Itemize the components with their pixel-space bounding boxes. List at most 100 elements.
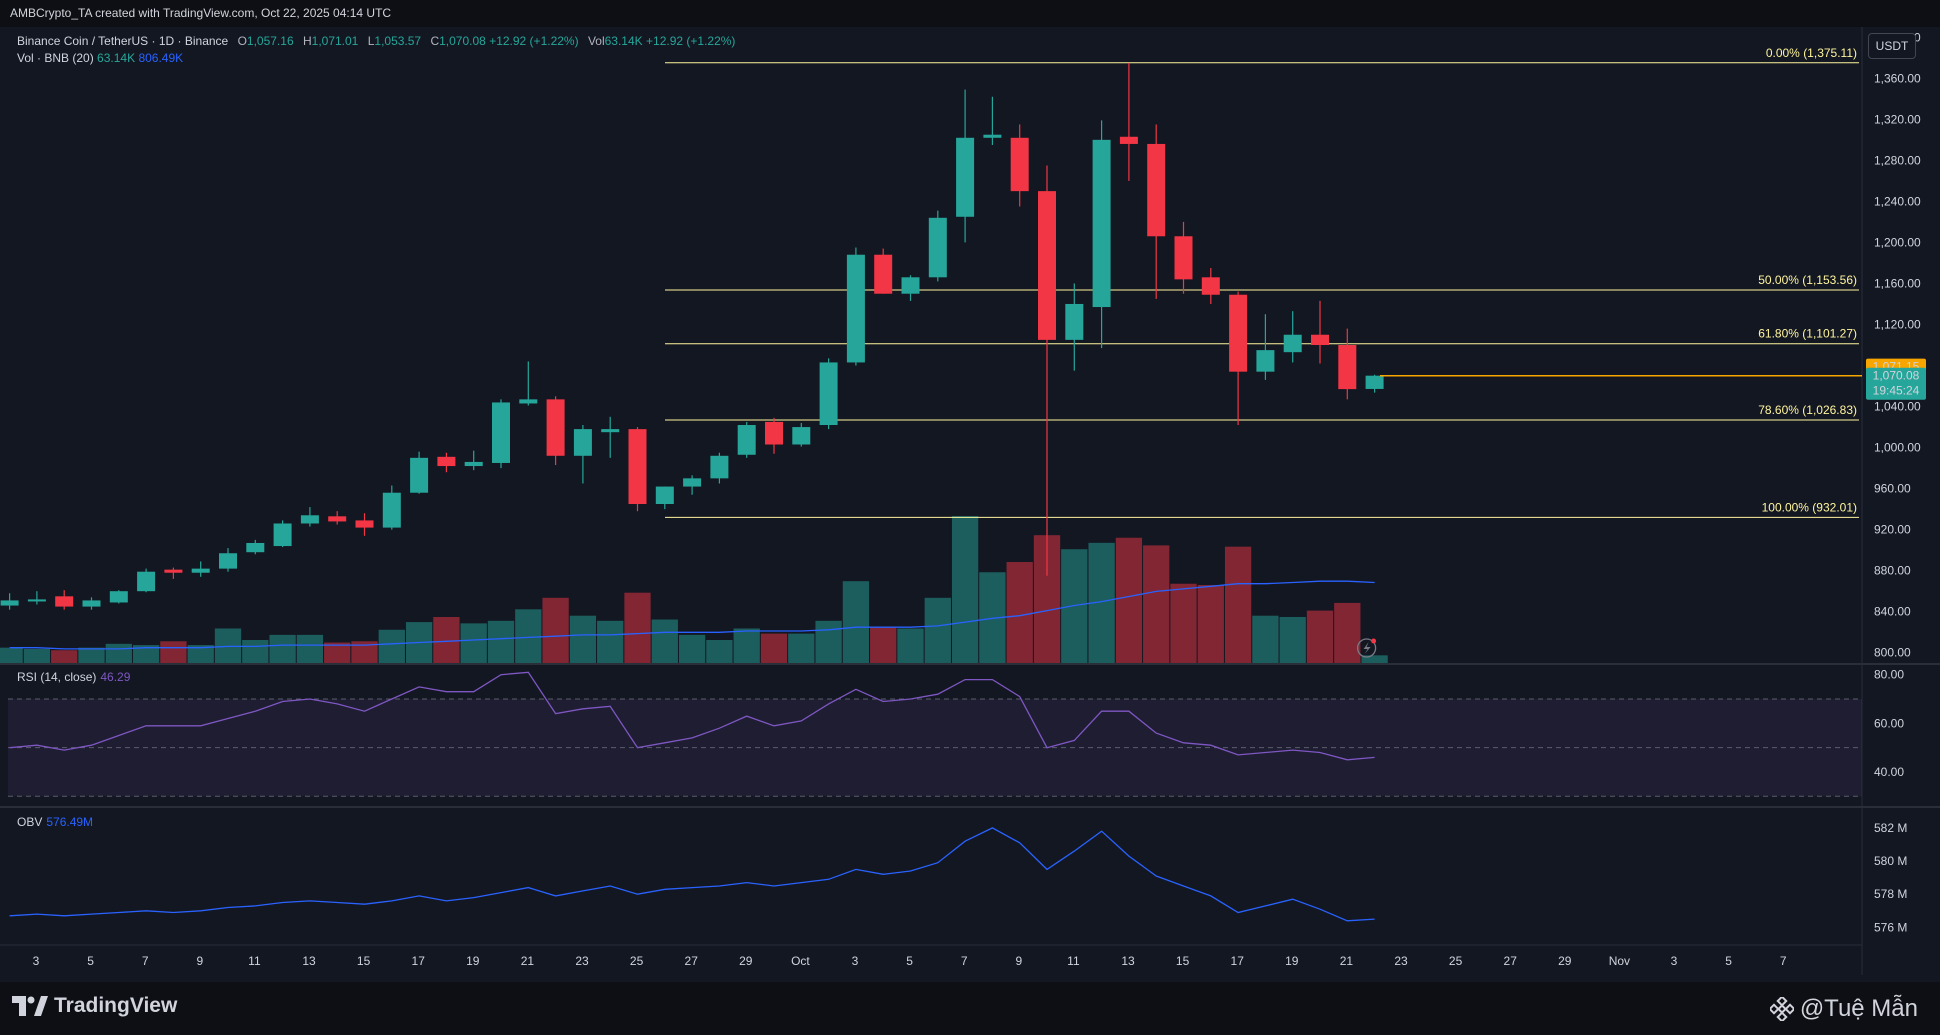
volume-bar	[160, 641, 187, 663]
candle-body[interactable]	[492, 402, 510, 463]
price-tick-label: 1,280.00	[1874, 153, 1921, 167]
binance-icon	[1769, 997, 1794, 1021]
volume-bar	[1306, 610, 1334, 663]
candle-body[interactable]	[464, 461, 483, 467]
price-tick-label: 1,320.00	[1874, 112, 1921, 126]
price-tick-label: 1,360.00	[1874, 71, 1921, 85]
candle-body[interactable]	[219, 553, 237, 569]
candle-body[interactable]	[273, 523, 292, 547]
candle-body[interactable]	[1201, 277, 1220, 295]
time-tick-label: 9	[196, 954, 203, 968]
candle-body[interactable]	[382, 492, 401, 528]
candle-body[interactable]	[0, 600, 19, 606]
candle-body[interactable]	[1174, 236, 1193, 280]
candle-body[interactable]	[846, 254, 865, 363]
time-tick-label: Nov	[1609, 954, 1630, 968]
candle-body[interactable]	[519, 399, 538, 404]
low-value: 1,053.57	[374, 34, 422, 48]
chart-canvas[interactable]: 800.00840.00880.00920.00960.001,000.001,…	[0, 0, 1940, 982]
vol-value: 63.14K	[604, 34, 643, 48]
volume-bar	[706, 639, 733, 663]
candle-body[interactable]	[628, 429, 647, 504]
candle-body[interactable]	[164, 569, 183, 573]
obv-tick-label: 580 M	[1874, 854, 1907, 868]
volume-bar	[733, 628, 760, 663]
candle-body[interactable]	[1338, 345, 1357, 390]
vol-ma-value-1: 63.14K	[97, 51, 136, 65]
candle-body[interactable]	[874, 254, 893, 294]
high-value: 1,071.01	[311, 34, 359, 48]
close-value: 1,070.08	[439, 34, 486, 48]
symbol-title[interactable]: Binance Coin / TetherUS · 1D · Binance	[17, 34, 229, 48]
volume-bar	[487, 620, 515, 663]
candle-body[interactable]	[246, 542, 265, 553]
candle-body[interactable]	[928, 217, 947, 278]
candle-body[interactable]	[437, 456, 456, 467]
price-tick-label: 960.00	[1874, 482, 1911, 496]
candle-body[interactable]	[1229, 294, 1248, 372]
candle-body[interactable]	[1147, 143, 1166, 237]
candle-body[interactable]	[601, 429, 620, 433]
candle-body[interactable]	[55, 596, 74, 607]
volume-bar	[788, 633, 815, 663]
volume-bar	[597, 620, 624, 663]
candle-body[interactable]	[983, 134, 1002, 138]
time-tick-label: 23	[575, 954, 589, 968]
time-tick-label: 25	[630, 954, 644, 968]
candle-body[interactable]	[573, 429, 592, 456]
candle-body[interactable]	[1038, 191, 1056, 340]
candle-body[interactable]	[1010, 137, 1029, 192]
volume-bar	[951, 516, 979, 663]
vol-ma-label[interactable]: Vol · BNB (20)	[17, 51, 94, 65]
alert-dot-icon	[1371, 638, 1377, 644]
candle-body[interactable]	[137, 571, 156, 592]
rsi-legend[interactable]: RSI (14, close) 46.29	[17, 670, 130, 684]
fib-level-label: 78.60% (1,026.83)	[1758, 403, 1857, 417]
candle-body[interactable]	[1256, 350, 1275, 372]
candle-body[interactable]	[1065, 303, 1084, 340]
vol-ma-row: Vol · BNB (20) 63.14K 806.49K	[17, 50, 735, 67]
candle-body[interactable]	[1119, 136, 1138, 144]
rsi-line[interactable]	[9, 671, 1375, 761]
candle-body[interactable]	[300, 515, 319, 524]
candle-body[interactable]	[328, 516, 347, 522]
candle-body[interactable]	[82, 600, 101, 607]
time-tick-label: 29	[739, 954, 753, 968]
lightning-icon[interactable]	[1356, 638, 1377, 658]
candle-body[interactable]	[683, 478, 702, 487]
obv-line[interactable]	[9, 827, 1375, 922]
last-price-badge-text: 1,070.08	[1873, 369, 1920, 383]
candle-body[interactable]	[191, 568, 210, 573]
candle-body[interactable]	[546, 399, 565, 456]
time-tick-label: 5	[1725, 954, 1732, 968]
candle-body[interactable]	[1092, 139, 1111, 308]
candle-body[interactable]	[1365, 375, 1384, 389]
candle-body[interactable]	[819, 362, 838, 426]
candle-body[interactable]	[1283, 334, 1302, 353]
candle-body[interactable]	[737, 425, 756, 455]
candle-body[interactable]	[410, 457, 429, 493]
obv-legend[interactable]: OBV 576.49M	[17, 815, 93, 829]
candle-body[interactable]	[355, 520, 374, 528]
obv-label: OBV	[17, 815, 43, 829]
time-tick-label: 15	[357, 954, 371, 968]
candle-body[interactable]	[765, 421, 783, 445]
time-tick-label: 13	[1121, 954, 1135, 968]
watermark-text: @Tuệ Mẫn	[1799, 995, 1918, 1022]
candle-body[interactable]	[956, 137, 975, 217]
candle-body[interactable]	[27, 599, 46, 602]
footer-bar	[0, 982, 1940, 1035]
candle-body[interactable]	[655, 486, 674, 504]
candle-body[interactable]	[109, 591, 128, 603]
time-tick-label: 25	[1449, 954, 1463, 968]
currency-button[interactable]: USDT	[1868, 33, 1916, 59]
candle-body[interactable]	[1311, 334, 1329, 345]
rsi-tick-label: 40.00	[1874, 765, 1904, 779]
tradingview-logo[interactable]: TradingView	[12, 994, 177, 1018]
time-tick-label: 7	[1780, 954, 1787, 968]
candle-body[interactable]	[792, 427, 811, 445]
candle-body[interactable]	[710, 455, 729, 479]
volume-bar	[1006, 562, 1033, 663]
time-tick-label: 15	[1176, 954, 1190, 968]
candle-body[interactable]	[901, 277, 920, 294]
